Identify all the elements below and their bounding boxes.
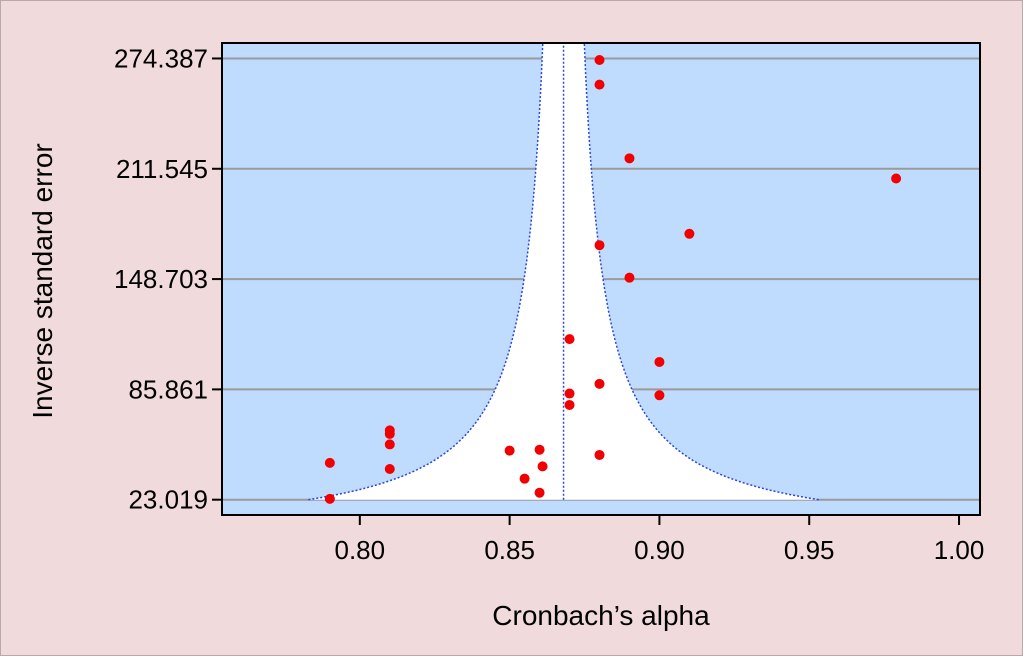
data-point bbox=[564, 334, 575, 345]
data-point bbox=[534, 487, 545, 498]
y-axis-title: Inverse standard error bbox=[27, 143, 58, 418]
data-point bbox=[594, 378, 605, 389]
data-point bbox=[624, 153, 635, 164]
data-point bbox=[384, 464, 395, 475]
data-point bbox=[594, 449, 605, 460]
data-point bbox=[564, 399, 575, 410]
data-point bbox=[594, 55, 605, 66]
y-tick-label: 85.861 bbox=[128, 374, 208, 404]
x-tick-label: 0.95 bbox=[784, 535, 835, 565]
data-point bbox=[594, 240, 605, 251]
data-point bbox=[384, 425, 395, 436]
data-point bbox=[594, 79, 605, 90]
x-tick-label: 0.80 bbox=[335, 535, 386, 565]
data-point bbox=[504, 445, 515, 456]
data-point bbox=[564, 388, 575, 399]
data-point bbox=[534, 444, 545, 455]
data-point bbox=[654, 356, 665, 367]
y-tick-label: 211.545 bbox=[116, 154, 208, 184]
data-point bbox=[519, 473, 530, 484]
data-point bbox=[384, 439, 395, 450]
data-point bbox=[684, 228, 695, 239]
funnel-left-bound bbox=[308, 42, 544, 501]
data-point bbox=[624, 272, 635, 283]
x-axis-title: Cronbach’s alpha bbox=[492, 600, 710, 631]
data-point bbox=[324, 493, 335, 504]
data-point bbox=[654, 390, 665, 401]
data-point bbox=[537, 461, 548, 472]
x-tick-label: 1.00 bbox=[934, 535, 985, 565]
y-tick-label: 274.387 bbox=[114, 43, 208, 73]
y-tick-label: 148.703 bbox=[114, 264, 208, 294]
funnel-right-bound bbox=[583, 42, 819, 501]
x-tick-label: 0.85 bbox=[484, 535, 535, 565]
y-tick-label: 23.019 bbox=[128, 485, 208, 515]
data-point bbox=[891, 173, 902, 184]
x-tick-label: 0.90 bbox=[634, 535, 685, 565]
data-point bbox=[324, 457, 335, 468]
